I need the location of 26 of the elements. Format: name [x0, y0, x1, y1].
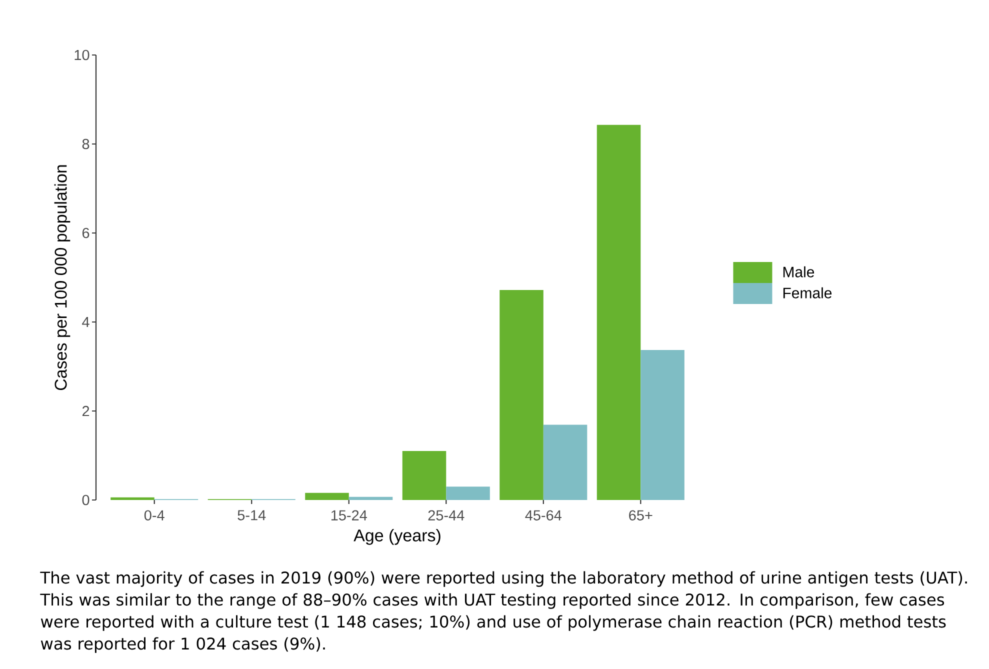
bar [640, 350, 684, 500]
x-tick-label: 65+ [629, 510, 652, 520]
y-tick-label: 8 [82, 138, 90, 150]
bar [596, 124, 641, 500]
text: The vast majority of cases in 2019 (90%) were reported using the laboratory method of urine antigen tests (UAT). This was similar to the range of 88–90% cases with UAT testing reported since 2012. In comparison, few cases were reported with a culture test (1 148 cases; 10%) and use of polymerase chain reaction (PCR) method tests was reported for 1 024 cases (9%). [40, 571, 967, 653]
x-tick-label: 25-44 [428, 510, 464, 520]
bar [500, 290, 544, 500]
bar [446, 486, 490, 500]
bar [348, 496, 393, 500]
legend-label: Male [783, 266, 814, 278]
x-axis-title: Age (years) [354, 528, 440, 545]
legend-label: Female [783, 287, 832, 298]
bar [110, 497, 154, 500]
y-axis-title: Cases per 100 000 population [54, 165, 70, 390]
y-tick-label: 6 [82, 228, 90, 238]
bar [305, 492, 349, 500]
x-tick-label: 15-24 [331, 510, 367, 520]
y-tick-label: 2 [82, 406, 90, 416]
x-tick-label: 45-64 [525, 510, 562, 520]
y-tick-label: 4 [82, 317, 90, 327]
x-tick-label: 5-14 [238, 510, 266, 520]
y-tick-label: 10 [74, 50, 90, 60]
bar [402, 451, 446, 500]
y-tick-label: 0 [82, 494, 90, 506]
bar [543, 424, 588, 500]
x-tick-label: 0-4 [144, 510, 164, 520]
